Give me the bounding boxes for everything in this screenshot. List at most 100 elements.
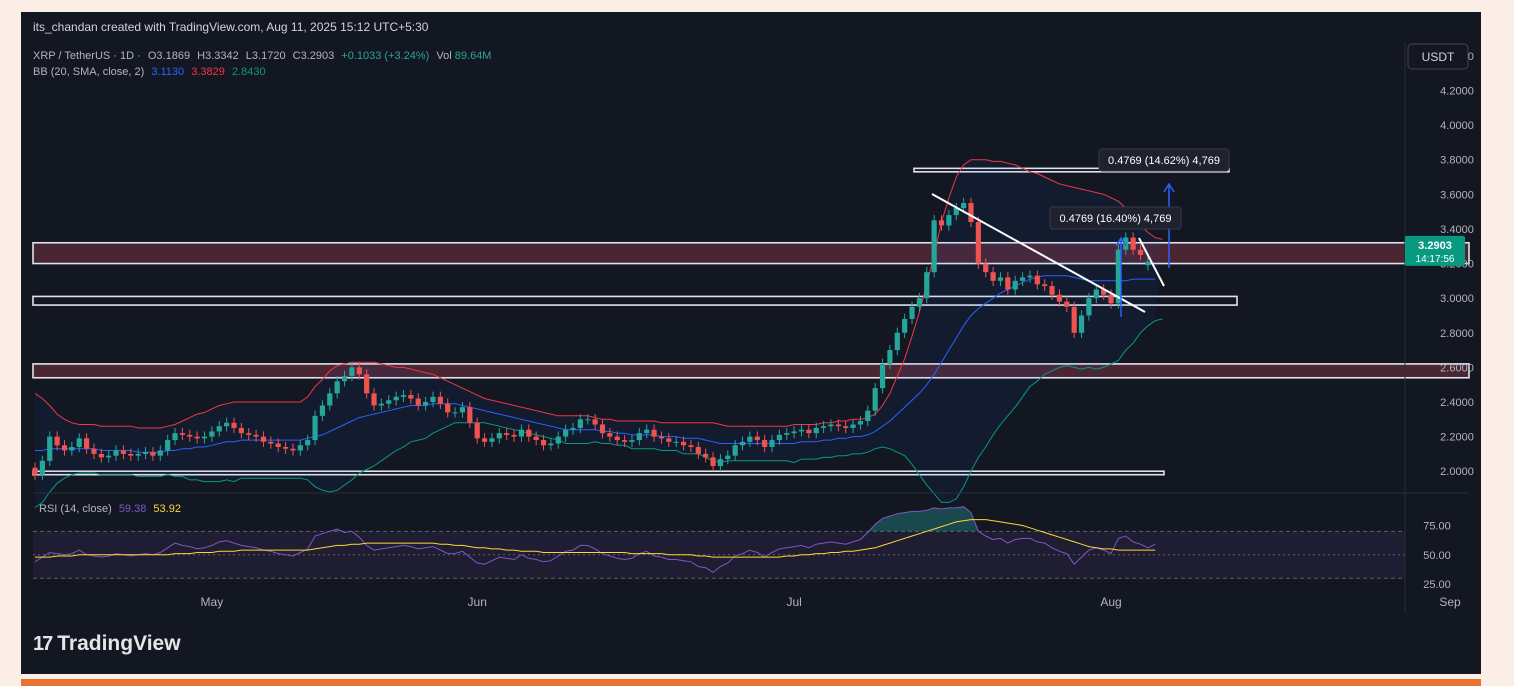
candle-body bbox=[430, 396, 436, 402]
candle bbox=[806, 424, 812, 439]
candle bbox=[106, 450, 112, 463]
candle bbox=[179, 427, 185, 441]
candle bbox=[496, 427, 502, 444]
candle bbox=[879, 358, 886, 394]
candle-body bbox=[636, 433, 642, 441]
currency-badge[interactable] bbox=[1407, 43, 1469, 70]
tradingview-brand-text: TradingView bbox=[57, 632, 181, 655]
candle-body bbox=[585, 419, 591, 421]
candle-body bbox=[437, 396, 443, 404]
candle bbox=[710, 452, 716, 472]
price-tick-label: 2.4000 bbox=[1440, 397, 1474, 409]
bb-upper-value: 3.3829 bbox=[191, 66, 225, 78]
candle-body bbox=[393, 396, 399, 401]
candle bbox=[32, 462, 38, 480]
candle bbox=[1093, 284, 1099, 304]
candle-body bbox=[850, 424, 856, 428]
candle-body bbox=[260, 436, 267, 442]
candle bbox=[732, 440, 738, 461]
candle-body bbox=[305, 440, 311, 446]
candle bbox=[297, 440, 303, 456]
candle-body bbox=[548, 443, 554, 446]
candle-body bbox=[680, 441, 687, 446]
candle-body bbox=[216, 426, 222, 432]
candle-body bbox=[651, 429, 657, 437]
candle bbox=[246, 427, 252, 441]
candle bbox=[1101, 284, 1107, 300]
candle-body bbox=[762, 440, 768, 447]
candle-body bbox=[857, 421, 864, 425]
candle-body bbox=[592, 419, 598, 425]
price-tick-label: 2.2000 bbox=[1440, 432, 1474, 444]
candle bbox=[1056, 289, 1063, 307]
candle bbox=[607, 427, 613, 442]
candle-body bbox=[798, 429, 805, 432]
candle-body bbox=[968, 202, 974, 222]
candle-body bbox=[997, 277, 1004, 281]
candle bbox=[172, 427, 178, 446]
candle-body bbox=[474, 422, 480, 439]
candle-body bbox=[371, 393, 377, 406]
candle-body bbox=[828, 424, 834, 427]
candle-body bbox=[69, 447, 75, 451]
candle-body bbox=[511, 434, 517, 437]
candle bbox=[260, 431, 267, 447]
legend-change: +0.1033 (+3.24%) bbox=[341, 50, 429, 62]
candle bbox=[599, 419, 606, 439]
candle-body bbox=[916, 298, 922, 307]
candle bbox=[909, 301, 915, 325]
candle bbox=[423, 396, 429, 411]
candle bbox=[467, 402, 473, 428]
candle bbox=[931, 215, 937, 278]
candle bbox=[386, 395, 392, 409]
candle-body bbox=[142, 452, 149, 454]
candle-body bbox=[622, 440, 628, 442]
candle bbox=[209, 426, 215, 442]
candle-body bbox=[452, 412, 458, 414]
candle bbox=[1130, 232, 1136, 255]
candle bbox=[319, 400, 326, 422]
candle-body bbox=[865, 410, 871, 422]
rsi-overbought-fill bbox=[35, 506, 1156, 532]
candle-body bbox=[990, 272, 996, 281]
candle bbox=[445, 398, 451, 418]
candle bbox=[1034, 270, 1040, 290]
candle-body bbox=[946, 215, 952, 226]
candle bbox=[61, 440, 68, 456]
candle-body bbox=[518, 429, 525, 437]
candle bbox=[1042, 279, 1048, 292]
measurement-box bbox=[1049, 206, 1182, 230]
flag-line bbox=[1138, 237, 1165, 287]
candle bbox=[1019, 272, 1026, 287]
legend-symbol: XRP / TetherUS · 1D · bbox=[33, 50, 141, 62]
candle bbox=[400, 389, 407, 402]
candle-body bbox=[209, 431, 215, 437]
candle-body bbox=[555, 436, 561, 444]
candle bbox=[850, 419, 856, 434]
candle-body bbox=[732, 445, 738, 456]
candle bbox=[1071, 301, 1077, 338]
candle bbox=[1012, 275, 1018, 295]
rsi-line bbox=[34, 506, 1156, 574]
candle bbox=[946, 209, 952, 231]
candle-body bbox=[739, 441, 746, 446]
candle-body bbox=[39, 460, 45, 475]
candle bbox=[622, 434, 628, 447]
candle-body bbox=[54, 436, 60, 446]
candle bbox=[452, 407, 458, 418]
candle-body bbox=[924, 272, 930, 299]
candle bbox=[364, 369, 370, 399]
candle-body bbox=[563, 429, 569, 437]
candle bbox=[224, 417, 230, 432]
chart-canvas[interactable]: 0.4769 (14.62%) 4,769 0.4769 (16.40%) 4,7… bbox=[21, 12, 1481, 674]
candle-body bbox=[938, 220, 945, 226]
candle-body bbox=[776, 434, 782, 441]
candle-body bbox=[113, 450, 119, 456]
rsi-value: 59.38 bbox=[119, 503, 147, 515]
candle-body bbox=[1101, 289, 1107, 295]
candle-body bbox=[459, 407, 466, 413]
time-tick-label: Jul bbox=[786, 595, 801, 609]
candle-body bbox=[835, 424, 841, 427]
candle-body bbox=[1093, 289, 1099, 299]
candle bbox=[983, 258, 989, 278]
